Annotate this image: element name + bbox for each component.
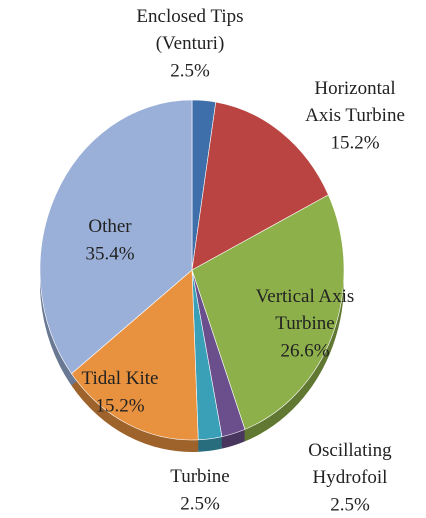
slice-value-label: 15.2% <box>95 395 144 416</box>
slice-value-label: 15.2% <box>330 132 379 153</box>
slice <box>71 269 199 441</box>
slice-label: Enclosed Tips (Venturi) <box>136 6 243 54</box>
slice-value-label: 2.5% <box>330 494 370 515</box>
slice-label: Other <box>88 216 132 237</box>
slice <box>191 101 329 271</box>
slice-value-label: 2.5% <box>180 493 220 514</box>
slice-value-label: 26.6% <box>280 340 329 361</box>
slice <box>39 99 193 375</box>
slice-label: Horizontal Axis Turbine <box>305 78 405 126</box>
slice-value-label: 2.5% <box>170 60 210 81</box>
slice-label: Tidal Kite <box>82 368 159 389</box>
slice-label: Vertical Axis Turbine <box>256 286 355 334</box>
slice <box>191 194 345 430</box>
slice-label: Oscillating Hydrofoil <box>308 440 392 488</box>
slice-label: Turbine <box>170 466 229 487</box>
slice-value-label: 35.4% <box>85 243 134 264</box>
